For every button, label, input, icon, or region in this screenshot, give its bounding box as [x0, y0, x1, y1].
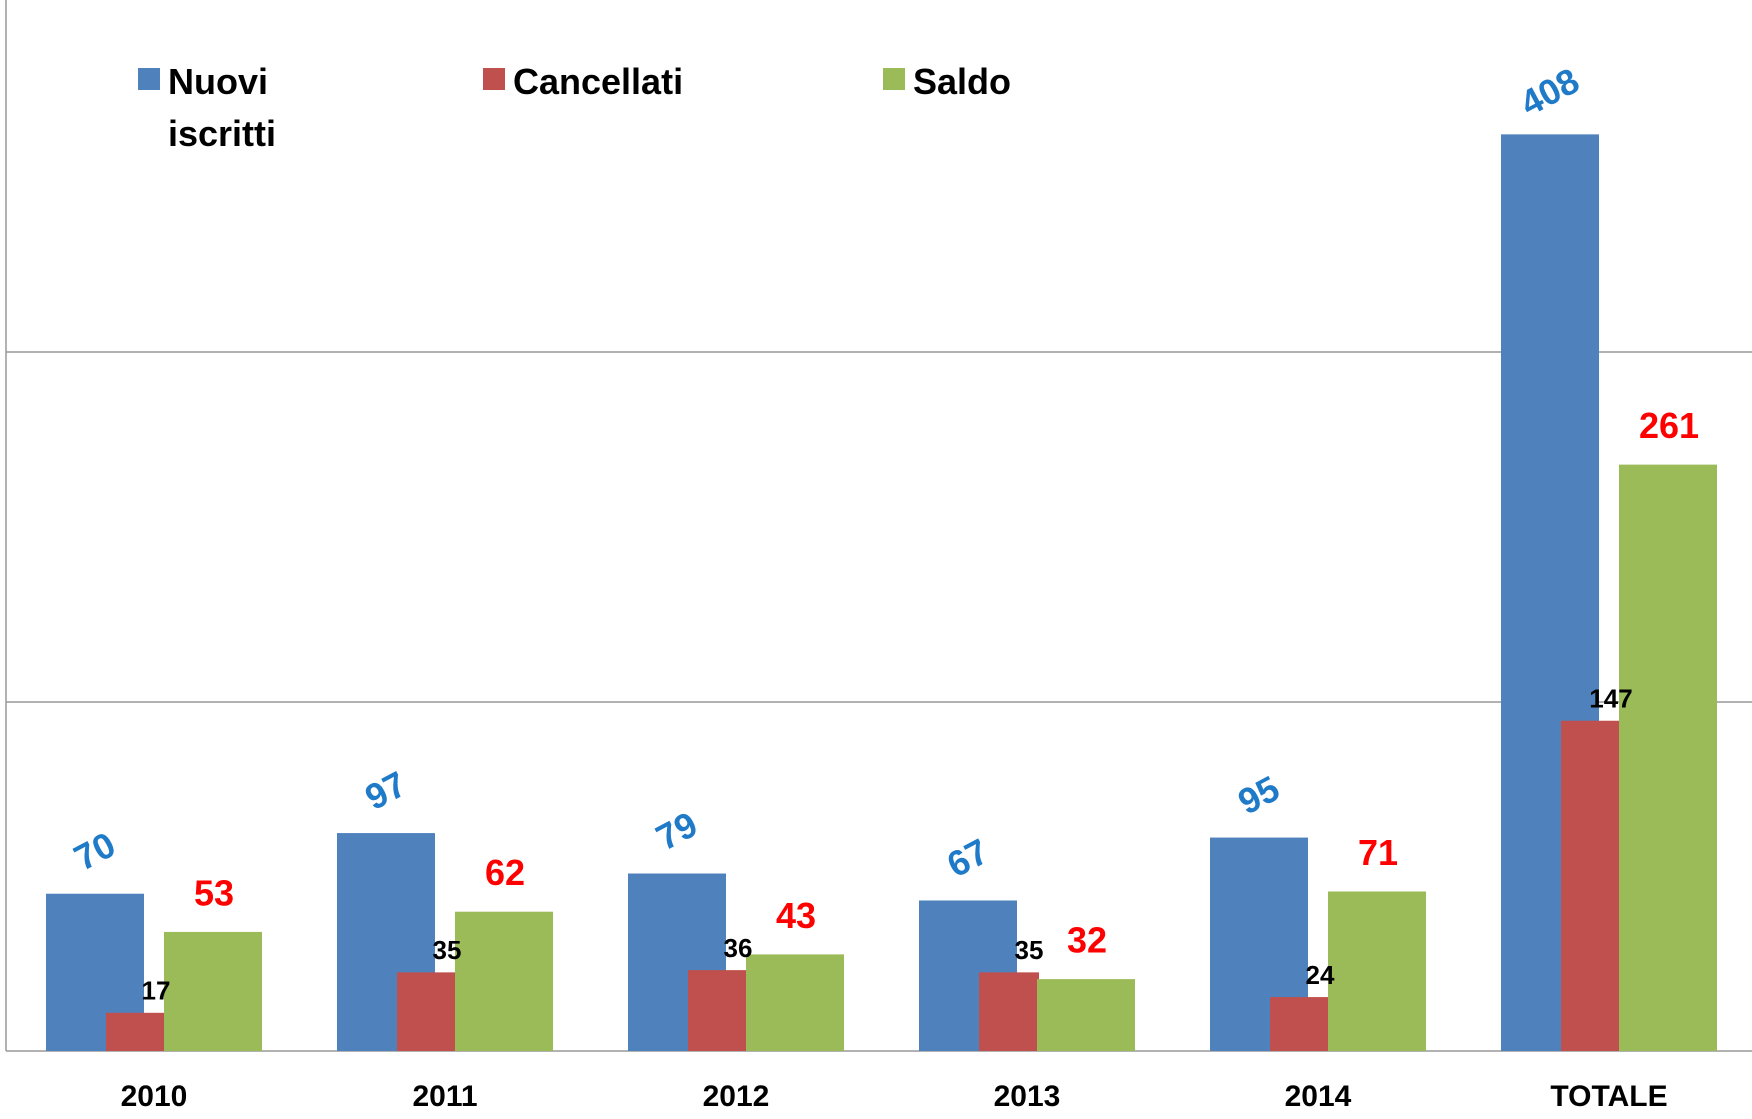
x-tick-label: 2013 [994, 1080, 1061, 1113]
value-label: 43 [776, 895, 816, 936]
value-label: 53 [194, 872, 234, 913]
legend-label: Cancellati [513, 56, 643, 108]
legend-swatch [483, 68, 505, 90]
value-label: 62 [485, 852, 525, 893]
bar [746, 954, 844, 1051]
background [0, 0, 1752, 1119]
legend-label: Nuovi iscritti [168, 56, 298, 160]
bar [1037, 979, 1135, 1051]
bar [1328, 891, 1426, 1051]
value-label: 35 [1015, 935, 1044, 965]
bar [1619, 465, 1717, 1051]
value-label: 17 [142, 976, 171, 1006]
legend-item: Cancellati [483, 56, 883, 160]
x-tick-label: 2012 [703, 1080, 770, 1113]
value-label: 147 [1589, 684, 1632, 714]
value-label: 36 [724, 933, 753, 963]
bar [1270, 997, 1330, 1051]
legend-swatch [138, 68, 160, 90]
legend-item: Nuovi iscritti [138, 56, 483, 160]
value-label: 24 [1306, 960, 1335, 990]
bar [455, 912, 553, 1051]
x-tick-label: 2011 [412, 1080, 477, 1113]
bar [688, 970, 748, 1051]
legend: Nuovi iscritti Cancellati Saldo [138, 56, 1083, 160]
value-label: 261 [1639, 405, 1699, 446]
bar [397, 972, 457, 1051]
bar [979, 972, 1039, 1051]
value-label: 71 [1358, 832, 1398, 873]
bar [1561, 721, 1621, 1051]
legend-label: Saldo [913, 56, 1011, 108]
x-tick-label: 2010 [121, 1080, 188, 1113]
value-label: 35 [433, 935, 462, 965]
x-tick-label: 2014 [1285, 1080, 1352, 1113]
chart: 2010701753201197356220127936432013673532… [0, 0, 1752, 1119]
bar [106, 1013, 166, 1051]
plot: 2010701753201197356220127936432013673532… [0, 0, 1752, 1119]
legend-swatch [883, 68, 905, 90]
bar [164, 932, 262, 1051]
x-tick-label: TOTALE [1550, 1080, 1667, 1113]
value-label: 32 [1067, 920, 1107, 961]
legend-item: Saldo [883, 56, 1083, 160]
